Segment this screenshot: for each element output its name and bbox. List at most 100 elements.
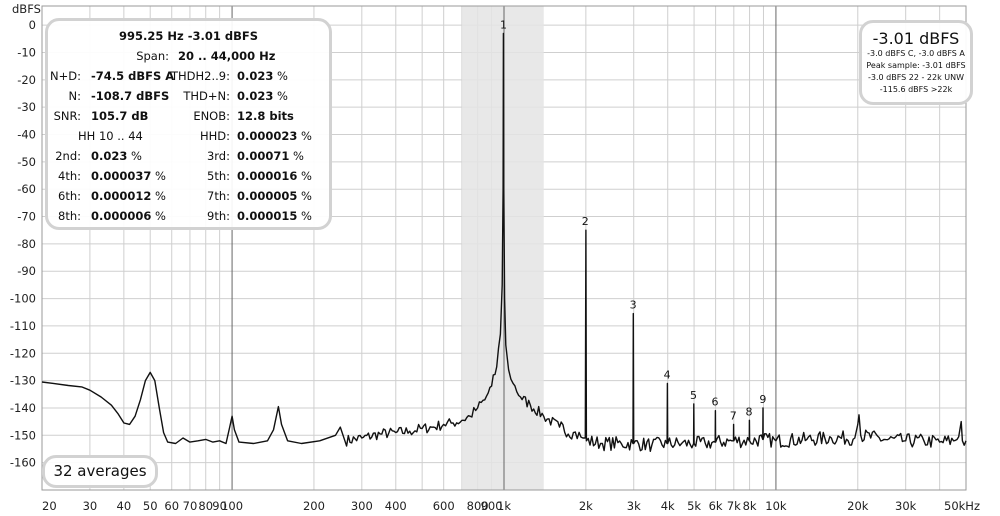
x-tick-label: 200	[303, 499, 325, 513]
peak-label: 2	[582, 215, 589, 228]
x-tick-label: 2k	[579, 499, 593, 513]
stat-label: ENOB:	[193, 109, 230, 123]
y-tick-label: -10	[17, 45, 36, 59]
y-tick-label: -130	[10, 374, 36, 388]
y-tick-label: -70	[17, 210, 36, 224]
y-tick-label: -50	[17, 155, 36, 169]
stat-value: 0.000006 %	[91, 209, 166, 223]
level-detail-line: -115.6 dBFS >22k	[879, 85, 953, 94]
stat-row: 4th: 0.000037 % 5th: 0.000016 %	[48, 169, 329, 187]
x-tick-label: 3k	[627, 499, 641, 513]
y-tick-label: -110	[10, 319, 36, 333]
x-tick-label: 10k	[765, 499, 787, 513]
averages-label: 32 averages	[53, 462, 147, 480]
frequency-level-header: 995.25 Hz -3.01 dBFS	[119, 29, 258, 43]
x-tick-label: 300	[351, 499, 373, 513]
stat-value: 105.7 dB	[91, 109, 149, 123]
stat-row: SNR: 105.7 dB ENOB: 12.8 bits	[48, 109, 329, 127]
peak-label: 7	[730, 409, 737, 422]
y-tick-label: -160	[10, 456, 36, 470]
stat-label: SNR:	[53, 109, 81, 123]
stat-row: HH 10 .. 44 HHD: 0.000023 %	[48, 129, 329, 147]
peak-label: 6	[712, 396, 719, 409]
y-tick-label: -90	[17, 264, 36, 278]
x-tick-label: 30k	[895, 499, 917, 513]
y-tick-label: -100	[10, 292, 36, 306]
stat-row: N: -108.7 dBFS THD+N: 0.023 %	[48, 89, 329, 107]
stat-label: THDH2..9:	[171, 69, 230, 83]
stat-value: 0.023 %	[91, 149, 142, 163]
stat-value: 0.00071 %	[237, 149, 304, 163]
x-tick-label: 900	[481, 499, 503, 513]
level-value: -3.01 dBFS	[872, 29, 960, 48]
x-tick-label: 4k	[661, 499, 675, 513]
peak-labels: 1 2 3 4 5 67 89	[500, 18, 766, 422]
x-tick-label: 6k	[709, 499, 723, 513]
plot-frame	[41, 5, 967, 491]
y-axis-label: dBFS	[12, 2, 41, 16]
y-tick-label: -30	[17, 100, 36, 114]
stat-value: 0.023 %	[237, 89, 288, 103]
x-tick-label: 50	[143, 499, 158, 513]
x-tick-label: 8k	[743, 499, 757, 513]
x-tick-label: 80	[198, 499, 213, 513]
stat-label: 4th:	[58, 169, 81, 183]
y-tick-label: 0	[29, 18, 36, 32]
stat-value: 0.023 %	[237, 69, 288, 83]
y-tick-label: -140	[10, 401, 36, 415]
stat-value: 0.000037 %	[91, 169, 166, 183]
peak-label: 1	[500, 18, 507, 31]
stat-value: -108.7 dBFS	[91, 89, 170, 103]
x-tick-label: 50kHz	[944, 499, 980, 513]
stat-row: 6th: 0.000012 % 7th: 0.000005 %	[48, 189, 329, 207]
level-detail-line: -3.0 dBFS C, -3.0 dBFS A	[867, 49, 965, 58]
span-value: 20 .. 44,000 Hz	[178, 49, 276, 63]
y-tick-label: -150	[10, 428, 36, 442]
stat-value: 12.8 bits	[237, 109, 294, 123]
span-row: Span: 20 .. 44,000 Hz	[48, 49, 329, 67]
stat-label: 2nd:	[55, 149, 81, 163]
x-tick-label: 7k	[727, 499, 741, 513]
y-tick-label: -20	[17, 73, 36, 87]
averages-badge: 32 averages	[42, 455, 158, 488]
y-tick-label: -120	[10, 346, 36, 360]
x-tick-label: 1k	[497, 499, 511, 513]
level-panel: -3.01 dBFS -3.0 dBFS C, -3.0 dBFS A Peak …	[859, 20, 973, 105]
level-detail-line: -3.0 dBFS 22 - 22k UNW	[867, 73, 965, 82]
stat-value: 0.000016 %	[237, 169, 312, 183]
span-label: Span:	[136, 49, 169, 63]
stat-value: 0.000023 %	[237, 129, 312, 143]
x-tick-label: 70	[183, 499, 198, 513]
stat-label: 5th:	[207, 169, 230, 183]
stat-label: N:	[68, 89, 81, 103]
stat-label: 8th:	[58, 209, 81, 223]
stat-label: THD+N:	[183, 89, 230, 103]
stat-label: 7th:	[207, 189, 230, 203]
x-tick-label: 20k	[847, 499, 869, 513]
x-tick-label: 100	[221, 499, 243, 513]
y-tick-label: -80	[17, 237, 36, 251]
stat-label: N+D:	[50, 69, 81, 83]
x-tick-label: 800	[467, 499, 489, 513]
x-tick-label: 20	[42, 499, 57, 513]
stat-label: HHD:	[199, 129, 230, 143]
x-tick-label: 90	[212, 499, 227, 513]
x-tick-label: 40	[117, 499, 132, 513]
peak-label: 5	[690, 389, 697, 402]
stat-row: N+D: -74.5 dBFS A THDH2..9: 0.023 %	[48, 69, 329, 87]
stat-value: 0.000015 %	[237, 209, 312, 223]
peak-label: 9	[759, 393, 766, 406]
peak-label: 4	[664, 368, 671, 381]
stat-label: 3rd:	[206, 149, 230, 163]
stat-value: 0.000012 %	[91, 189, 166, 203]
x-tick-label: 400	[385, 499, 407, 513]
level-details: -3.0 dBFS C, -3.0 dBFS A Peak sample: -3.…	[862, 48, 970, 96]
stat-row: 8th: 0.000006 % 9th: 0.000015 %	[48, 209, 329, 227]
x-tick-label: 30	[83, 499, 98, 513]
stat-row: 2nd: 0.023 % 3rd: 0.00071 %	[48, 149, 329, 167]
peak-label: 3	[630, 299, 637, 312]
y-tick-label: -40	[17, 128, 36, 142]
statistics-panel: 995.25 Hz -3.01 dBFS Span: 20 .. 44,000 …	[45, 18, 332, 230]
stat-label: 6th:	[58, 189, 81, 203]
